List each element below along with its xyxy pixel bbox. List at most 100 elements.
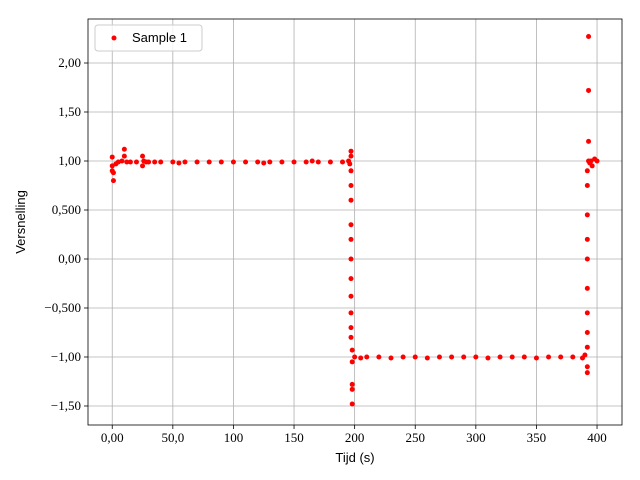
point	[584, 182, 590, 188]
point	[182, 159, 188, 165]
point	[327, 159, 333, 165]
point	[315, 159, 321, 165]
point	[533, 355, 539, 361]
point	[340, 159, 346, 165]
y-tick-label: 1,00	[58, 153, 81, 168]
point	[230, 159, 236, 165]
point	[473, 354, 479, 360]
point	[110, 178, 116, 184]
point	[348, 168, 354, 174]
point	[497, 354, 503, 360]
point	[352, 354, 358, 360]
point	[170, 159, 176, 165]
y-tick-label: −0,500	[44, 300, 81, 315]
point	[594, 158, 600, 164]
y-tick-label: 0,00	[58, 251, 81, 266]
point	[584, 344, 590, 350]
y-tick-label: 1,50	[58, 104, 81, 119]
point	[121, 153, 127, 159]
point	[570, 354, 576, 360]
point	[546, 354, 552, 360]
point	[348, 222, 354, 228]
point	[348, 182, 354, 188]
point	[376, 354, 382, 360]
point	[349, 386, 355, 392]
legend-label: Sample 1	[132, 30, 187, 45]
point	[218, 159, 224, 165]
x-tick-label: 0,00	[101, 430, 124, 445]
x-tick-label: 250	[405, 430, 425, 445]
x-tick-label: 200	[345, 430, 365, 445]
point	[584, 285, 590, 291]
point	[589, 163, 595, 169]
point	[485, 355, 491, 361]
point	[348, 197, 354, 203]
point	[261, 160, 267, 166]
point	[521, 354, 527, 360]
point	[348, 256, 354, 262]
point	[267, 159, 273, 165]
y-tick-label: −1,00	[51, 349, 81, 364]
point	[124, 159, 130, 165]
point	[584, 329, 590, 335]
point	[119, 158, 125, 164]
point	[584, 212, 590, 218]
point	[146, 159, 152, 165]
point	[348, 276, 354, 282]
point	[194, 159, 200, 165]
point	[348, 153, 354, 159]
y-tick-label: 2,00	[58, 55, 81, 70]
point	[347, 161, 353, 167]
x-tick-label: 400	[587, 430, 607, 445]
point	[388, 355, 394, 361]
point	[586, 87, 592, 93]
point	[309, 158, 315, 164]
point	[349, 381, 355, 387]
point	[121, 146, 127, 152]
point	[586, 34, 592, 40]
x-tick-label: 300	[466, 430, 486, 445]
x-tick-label: 150	[284, 430, 304, 445]
point	[584, 168, 590, 174]
plot-frame	[87, 18, 623, 426]
point	[436, 354, 442, 360]
point	[400, 354, 406, 360]
point	[584, 370, 590, 376]
point	[364, 354, 370, 360]
x-tick-label: 50,0	[161, 430, 184, 445]
point	[348, 310, 354, 316]
point	[348, 334, 354, 340]
point	[412, 354, 418, 360]
point	[348, 293, 354, 299]
point	[582, 352, 588, 358]
point	[358, 355, 364, 361]
point	[348, 148, 354, 154]
legend-box	[94, 24, 203, 52]
point	[127, 159, 133, 165]
point	[176, 160, 182, 166]
y-tick-label: −1,50	[51, 398, 81, 413]
x-axis-label: Tijd (s)	[335, 450, 374, 465]
x-tick-label: 100	[224, 430, 244, 445]
point	[449, 354, 455, 360]
point	[303, 159, 309, 165]
legend-marker	[111, 35, 117, 41]
point	[349, 347, 355, 353]
point	[255, 159, 261, 165]
x-tick-label: 350	[527, 430, 547, 445]
point	[509, 354, 515, 360]
point	[206, 159, 212, 165]
point	[349, 359, 355, 365]
point	[584, 256, 590, 262]
point	[110, 170, 116, 176]
point	[243, 159, 249, 165]
point	[586, 138, 592, 144]
point	[279, 159, 285, 165]
point	[349, 401, 355, 407]
point	[424, 355, 430, 361]
point	[140, 153, 146, 159]
point	[152, 159, 158, 165]
point	[584, 310, 590, 316]
